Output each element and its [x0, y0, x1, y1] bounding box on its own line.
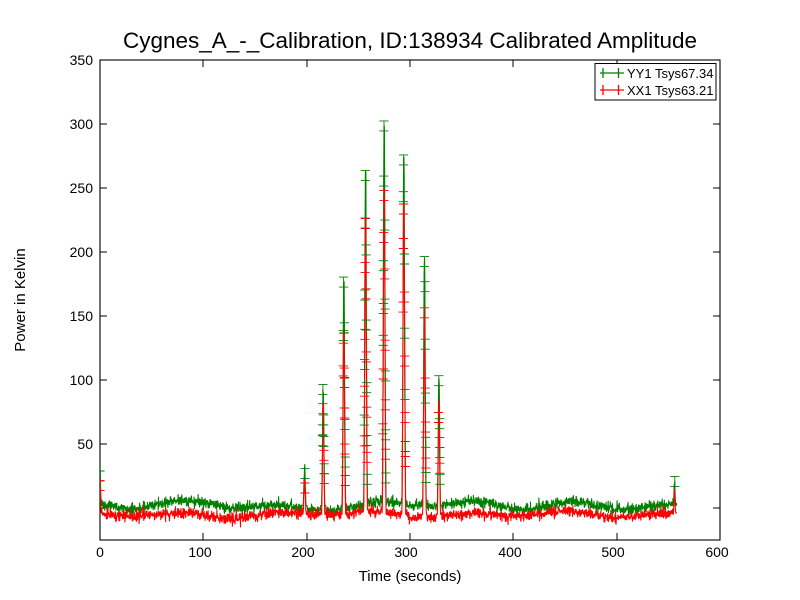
svg-text:YY1 Tsys67.34: YY1 Tsys67.34	[627, 66, 713, 81]
svg-text:XX1 Tsys63.21: XX1 Tsys63.21	[627, 83, 713, 98]
